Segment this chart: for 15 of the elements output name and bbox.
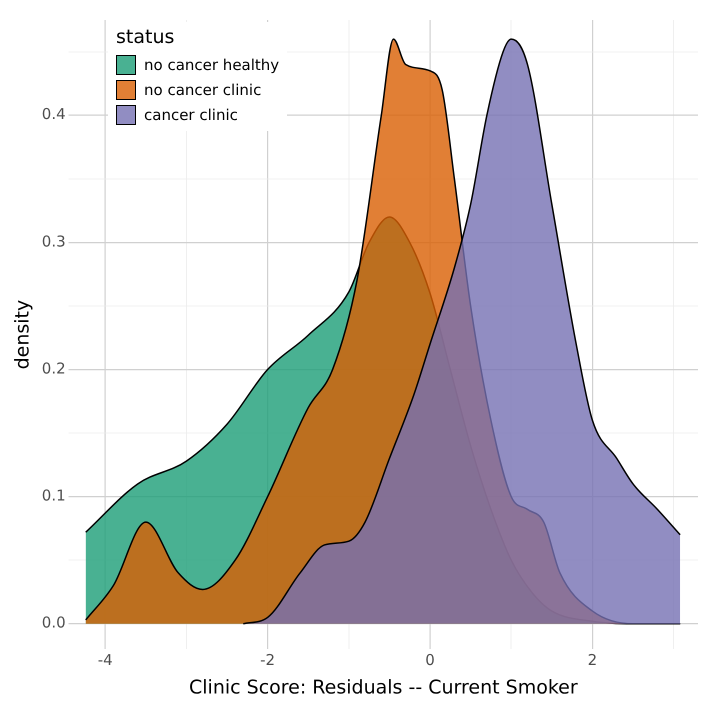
y-tick-label: 0.4 (42, 105, 66, 124)
legend-label: no cancer healthy (144, 56, 280, 74)
x-tick-label: 0 (425, 651, 435, 670)
legend-label: cancer clinic (144, 106, 238, 124)
y-tick-label: 0.1 (42, 486, 66, 505)
y-axis-title: density (11, 300, 34, 370)
x-tick-label: 2 (588, 651, 598, 670)
y-tick-label: 0.2 (42, 359, 66, 378)
legend-title: status (116, 26, 176, 48)
x-axis-title: Clinic Score: Residuals -- Current Smoker (189, 676, 578, 699)
y-tick-label: 0.3 (42, 232, 66, 250)
legend-label: no cancer clinic (144, 80, 262, 98)
y-tick-label: 0.0 (42, 614, 66, 632)
x-tick-label: -4 (98, 651, 113, 670)
x-tick-label: -2 (260, 651, 276, 670)
